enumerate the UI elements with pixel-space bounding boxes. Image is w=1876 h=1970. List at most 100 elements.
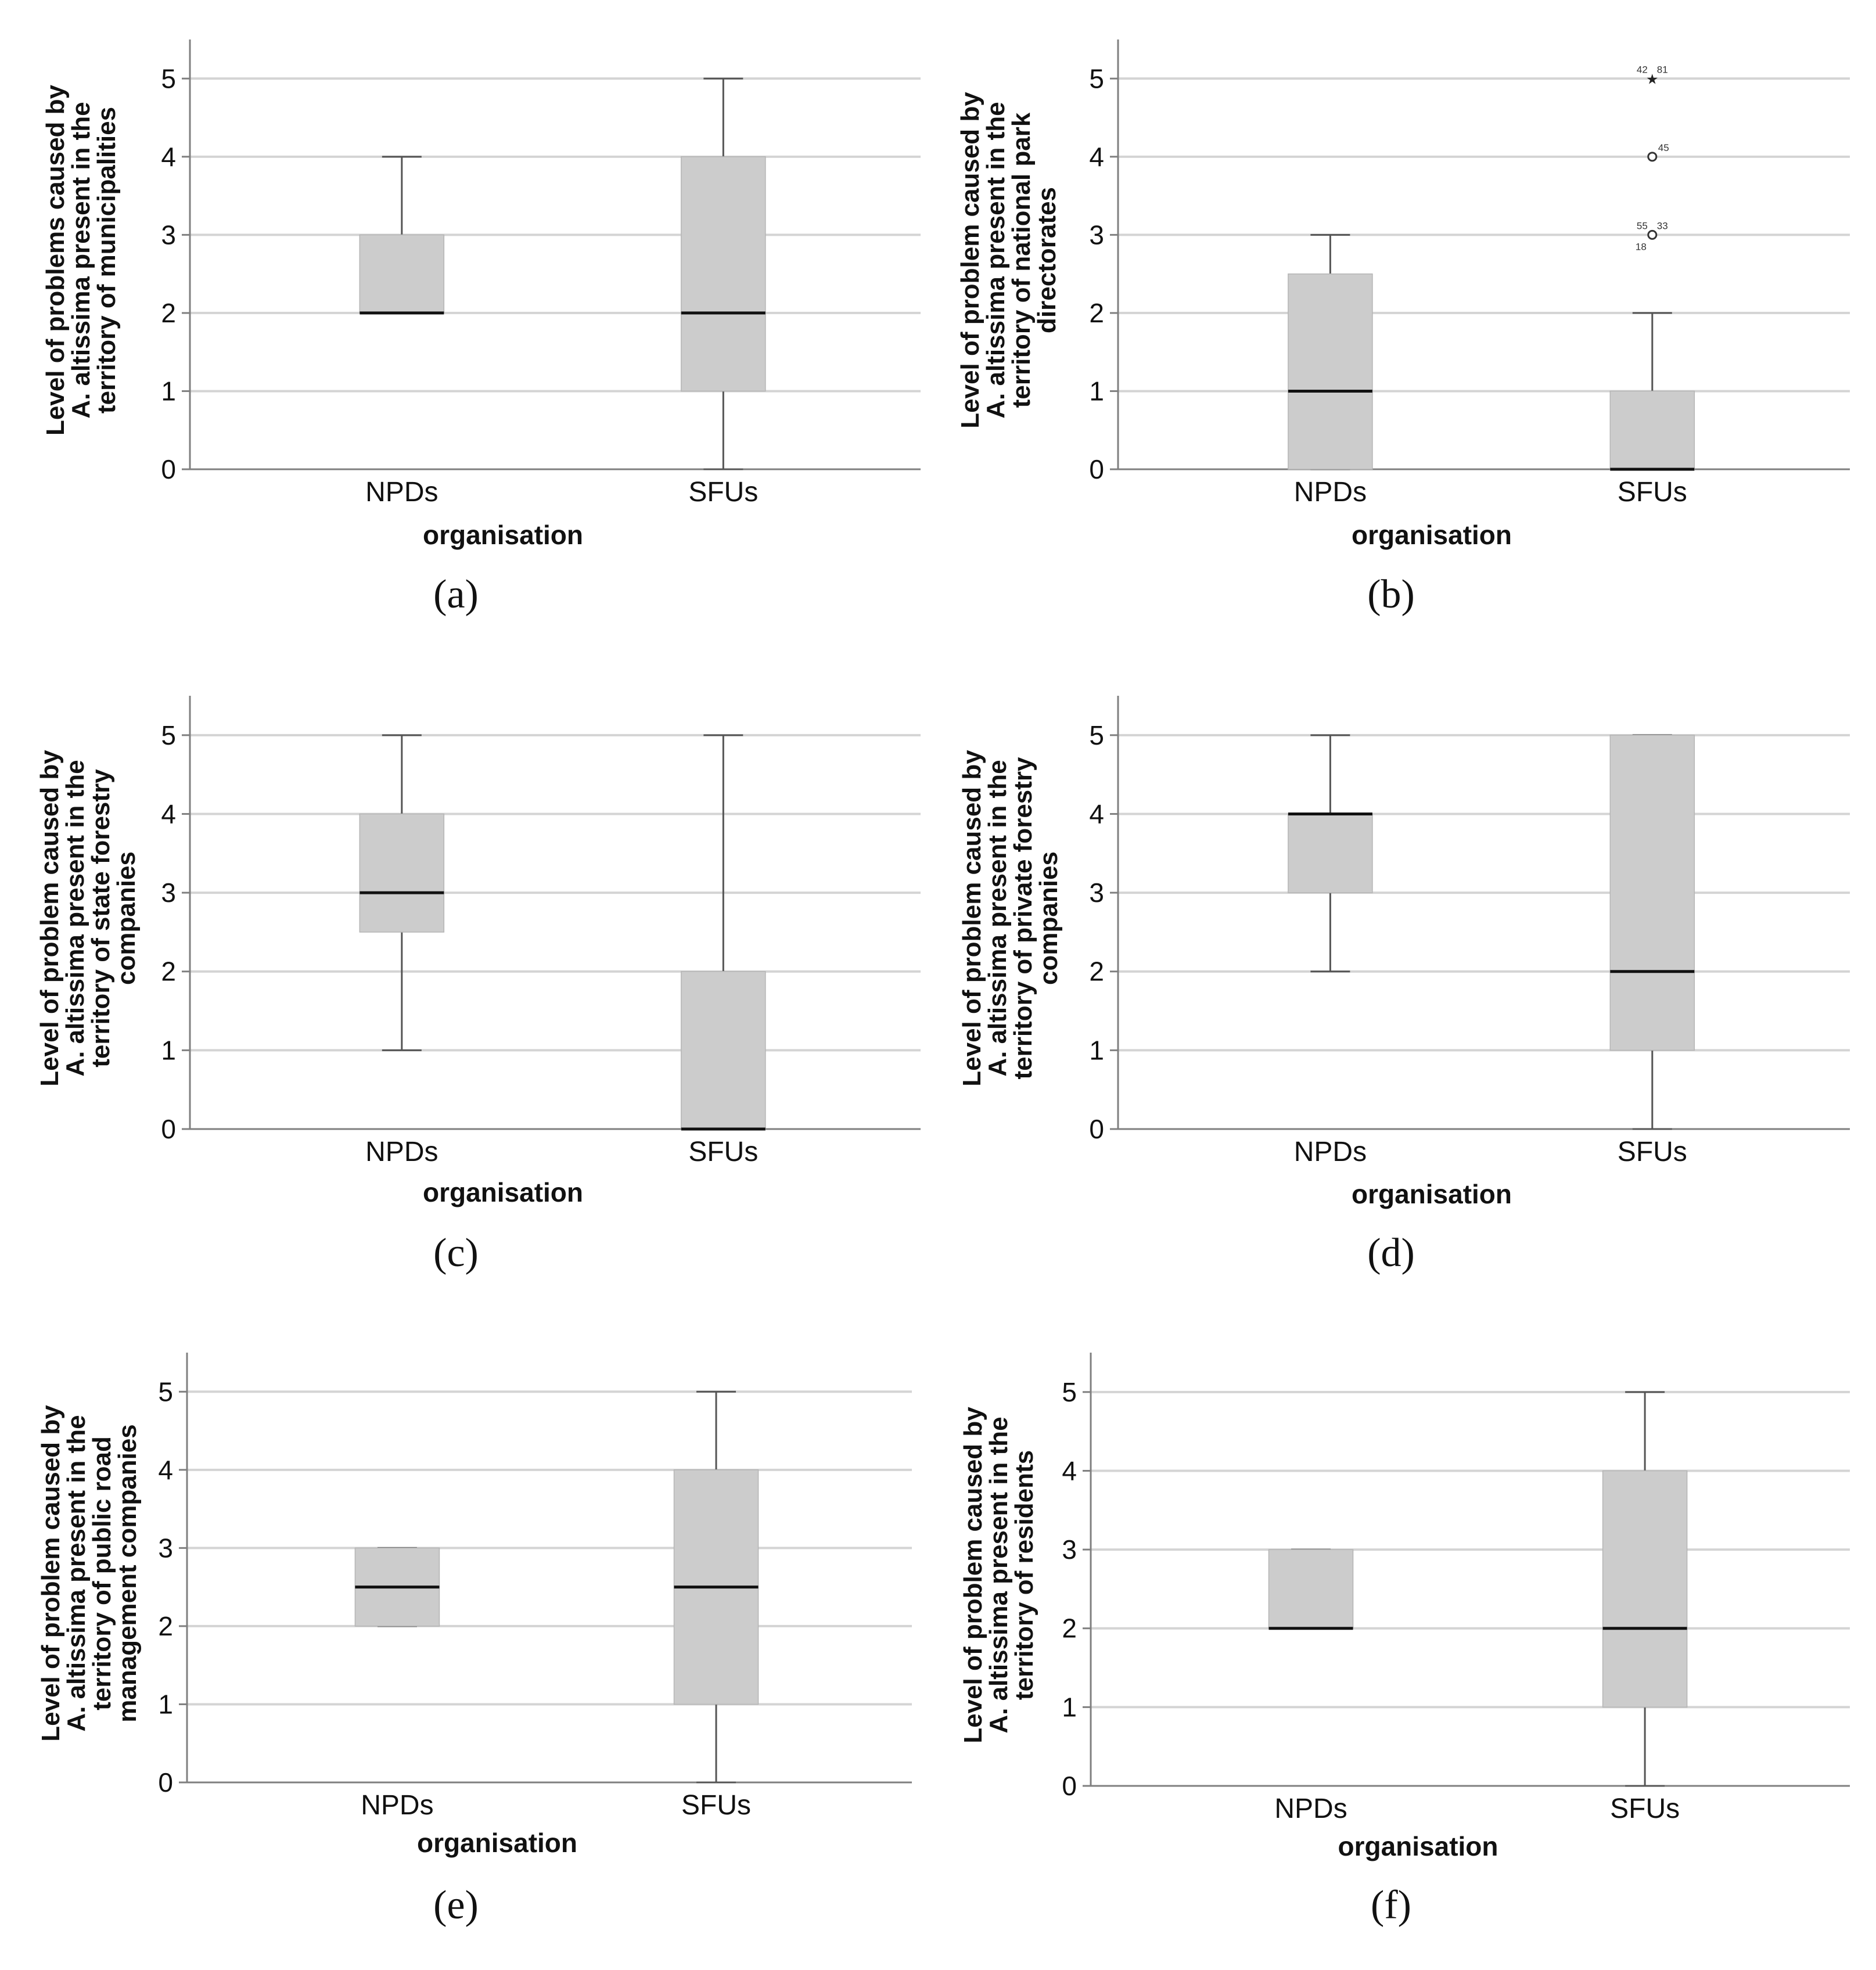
outlier-circle: [1647, 229, 1658, 240]
y-tick-label: 2: [1089, 298, 1104, 328]
y-axis-title-line: A. altissima present in the: [982, 102, 1010, 418]
y-tick-label: 5: [1089, 720, 1104, 750]
y-axis-title-line: territory of public road: [88, 1436, 116, 1710]
outlier-label: 81: [1657, 64, 1668, 75]
y-tick-label: 0: [161, 1114, 176, 1144]
y-tick-label: 1: [1089, 1035, 1104, 1065]
y-axis-title-line: territory of residents: [1010, 1450, 1038, 1700]
outlier-label: 45: [1658, 142, 1669, 153]
y-tick-label: 5: [161, 63, 176, 94]
x-axis-title: organisation: [423, 1177, 583, 1207]
y-axis-title-line: directorates: [1033, 187, 1061, 333]
x-tick-label-sfus: SFUs: [688, 1137, 758, 1167]
y-axis-title-line: territory of private forestry: [1009, 757, 1037, 1080]
outlier-label: 55: [1637, 220, 1648, 231]
chart-panel-c: 0 1 2 3 4 5 NPDs SFUs organisation Level of probl…: [35, 696, 921, 1275]
y-axis-title-line: companies: [112, 851, 141, 985]
y-tick-label: 3: [158, 1533, 173, 1563]
y-axis-title-line: A. altissima present in the: [984, 1417, 1013, 1733]
box-npds: [1288, 813, 1373, 893]
y-axis-title: Level of problems caused byA. altissima …: [41, 84, 121, 435]
x-axis-title: organisation: [1352, 520, 1512, 550]
x-axis-title: organisation: [1352, 1179, 1512, 1209]
x-tick-label-sfus: SFUs: [1618, 477, 1687, 508]
y-tick-label: 5: [1062, 1377, 1077, 1407]
chart-panel-d: 0 1 2 3 4 5 NPDs SFUs organisation Level of probl…: [958, 696, 1850, 1275]
y-tick-label: 1: [158, 1689, 173, 1719]
x-tick-label-sfus: SFUs: [1610, 1793, 1680, 1824]
x-tick-label-npds: NPDs: [1294, 1137, 1367, 1167]
y-tick-label: 3: [161, 878, 176, 908]
outlier-label: 33: [1657, 220, 1668, 231]
y-tick-label: 1: [1062, 1692, 1077, 1722]
panel-caption: (e): [433, 1883, 479, 1928]
y-axis-title: Level of problem caused byA. altissima p…: [959, 1407, 1038, 1743]
y-tick-label: 0: [1062, 1771, 1077, 1801]
y-tick-label: 4: [161, 142, 176, 172]
x-axis-title: organisation: [423, 520, 583, 550]
y-tick-label: 2: [158, 1611, 173, 1641]
y-tick-label: 5: [1089, 63, 1104, 94]
y-tick-label: 0: [158, 1767, 173, 1798]
x-tick-label-sfus: SFUs: [1618, 1137, 1687, 1167]
y-tick-label: 1: [1089, 376, 1104, 406]
y-axis-title-line: Level of problem caused by: [35, 750, 64, 1087]
y-tick-label: 2: [1089, 957, 1104, 987]
y-tick-label: 4: [1089, 142, 1104, 172]
x-tick-label-npds: NPDs: [1274, 1793, 1347, 1824]
y-axis-title-line: territory of state forestry: [87, 769, 115, 1067]
panel-caption: (c): [433, 1231, 479, 1275]
y-tick-label: 0: [1089, 454, 1104, 484]
y-tick-label: 2: [161, 298, 176, 328]
y-axis-title-line: territory of national park: [1007, 112, 1036, 408]
outlier-circle: [1647, 152, 1658, 162]
panel-caption: (f): [1371, 1883, 1411, 1928]
y-tick-label: 0: [1089, 1114, 1104, 1144]
y-tick-label: 3: [161, 220, 176, 250]
chart-panel-f: 0 1 2 3 4 5 NPDs SFUs organisation Level of probl…: [959, 1353, 1850, 1928]
y-tick-label: 3: [1089, 220, 1104, 250]
panel-caption: (a): [433, 572, 479, 617]
box-sfus: [1609, 390, 1695, 470]
y-tick-label: 2: [1062, 1613, 1077, 1644]
x-tick-label-sfus: SFUs: [681, 1790, 751, 1821]
y-axis-title: Level of problem caused byA. altissima p…: [958, 750, 1063, 1087]
y-tick-label: 4: [161, 799, 176, 829]
y-axis-title-line: companies: [1034, 851, 1063, 985]
box-npds: [1268, 1549, 1354, 1629]
box-npds: [1288, 273, 1373, 470]
x-axis-title: organisation: [1338, 1831, 1498, 1861]
chart-panel-e: 0 1 2 3 4 5 NPDs SFUs organisation Level of probl…: [37, 1353, 912, 1928]
y-axis-title-line: territory of municipalities: [92, 107, 121, 414]
box-npds: [359, 813, 445, 933]
x-axis-title: organisation: [417, 1828, 577, 1858]
box-sfus: [1602, 1470, 1688, 1708]
x-tick-label-npds: NPDs: [361, 1790, 433, 1821]
outlier-label: 18: [1636, 241, 1647, 252]
y-tick-label: 1: [161, 376, 176, 406]
y-tick-label: 4: [158, 1455, 173, 1485]
y-axis-title-line: management companies: [113, 1424, 142, 1723]
y-axis-title: Level of problem caused byA. altissima p…: [35, 750, 141, 1087]
outlier-star: ★: [1646, 71, 1659, 87]
y-axis-title-line: Level of problem caused by: [37, 1405, 65, 1742]
y-tick-label: 3: [1062, 1534, 1077, 1565]
y-axis-title-line: A. altissima present in the: [983, 760, 1012, 1076]
box-sfus: [681, 970, 766, 1130]
y-axis-title-line: A. altissima present in the: [61, 760, 89, 1076]
y-axis-title-line: Level of problem caused by: [956, 92, 984, 429]
y-tick-label: 4: [1089, 799, 1104, 829]
y-axis-title-line: A. altissima present in the: [62, 1415, 91, 1731]
y-tick-label: 1: [161, 1035, 176, 1065]
y-tick-label: 5: [158, 1376, 173, 1407]
y-tick-label: 2: [161, 957, 176, 987]
y-tick-label: 5: [161, 720, 176, 750]
y-tick-label: 0: [161, 454, 176, 484]
y-axis-title-line: A. altissima present in the: [67, 102, 95, 418]
y-axis-title-line: Level of problems caused by: [41, 84, 70, 435]
y-axis-title-line: Level of problem caused by: [959, 1407, 987, 1743]
box-npds: [359, 234, 445, 314]
